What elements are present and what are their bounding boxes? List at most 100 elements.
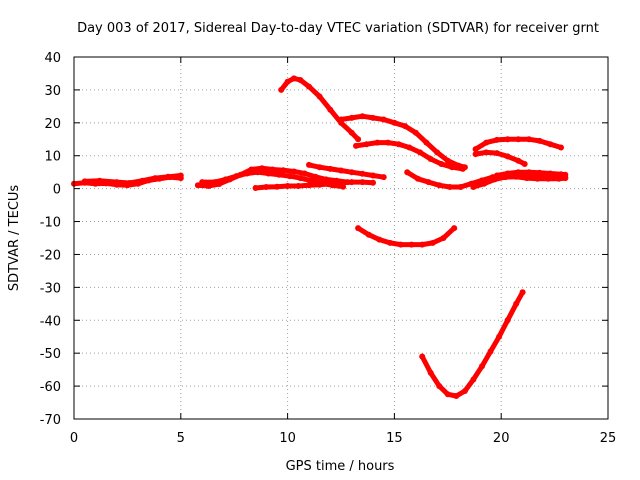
data-point: [515, 136, 522, 143]
data-point: [355, 136, 362, 143]
y-tick-labels: -70 -60 -50 -40 -30 -20 -10 0 10 20 30 40: [40, 51, 61, 428]
y-tick-label: -60: [40, 380, 61, 395]
data-point: [353, 142, 359, 149]
data-point: [504, 136, 511, 143]
data-point: [291, 168, 297, 175]
data-point: [457, 184, 464, 190]
data-point: [370, 172, 376, 179]
y-tick-label: -10: [40, 216, 61, 231]
data-point: [233, 173, 240, 180]
data-point: [139, 177, 146, 184]
data-point: [152, 175, 159, 182]
data-point: [555, 175, 562, 182]
data-point: [397, 241, 404, 248]
data-point: [562, 171, 569, 178]
data-point: [308, 177, 315, 184]
data-point: [385, 139, 391, 146]
data-point: [222, 176, 229, 183]
data-point: [269, 166, 276, 173]
chart-title: Day 003 of 2017, Sidereal Day-to-day VTE…: [77, 21, 599, 36]
data-point: [306, 83, 312, 90]
data-point: [446, 184, 453, 190]
data-point: [526, 136, 532, 143]
data-point: [284, 183, 291, 189]
data-point: [316, 164, 323, 171]
data-point: [515, 169, 522, 176]
data-point: [370, 114, 376, 121]
data-point: [481, 180, 488, 187]
data-point: [301, 170, 308, 177]
data-point: [278, 86, 285, 93]
data-point: [536, 169, 543, 176]
y-tick-label: 40: [44, 51, 61, 66]
data-point: [423, 139, 430, 146]
y-tick-label: 30: [44, 84, 61, 99]
data-point: [306, 182, 312, 189]
data-point: [297, 175, 304, 182]
data-point: [483, 149, 490, 156]
x-tick-label: 20: [493, 431, 510, 446]
data-point: [547, 141, 554, 148]
data-point: [113, 179, 120, 186]
y-tick-label: -20: [40, 248, 61, 263]
data-point: [126, 180, 133, 186]
data-point: [323, 176, 329, 183]
x-tick-label: 25: [600, 431, 617, 446]
data-point: [436, 182, 443, 189]
y-tick-label: 10: [44, 150, 61, 165]
data-point: [254, 169, 261, 176]
data-point: [306, 161, 312, 168]
data-point: [348, 114, 355, 121]
data-point: [295, 183, 302, 189]
data-point: [244, 170, 250, 177]
y-tick-label: 0: [53, 183, 61, 198]
data-point: [81, 178, 88, 185]
data-point: [297, 77, 304, 83]
data-point: [438, 161, 445, 167]
data-point: [547, 170, 554, 177]
data-point: [419, 241, 426, 248]
data-point: [451, 225, 458, 232]
data-point: [406, 144, 413, 151]
x-tick-label: 0: [70, 431, 78, 446]
data-point: [414, 175, 421, 182]
data-point: [515, 157, 522, 164]
data-point: [402, 123, 409, 130]
data-point: [444, 391, 451, 398]
data-point: [408, 241, 415, 248]
data-point: [359, 113, 366, 120]
data-point: [483, 139, 490, 146]
data-point: [487, 348, 494, 355]
data-point: [395, 141, 402, 148]
data-point: [427, 156, 434, 162]
data-point: [338, 167, 344, 174]
data-point: [534, 175, 541, 182]
data-point: [545, 175, 552, 182]
data-point: [96, 177, 103, 184]
data-point: [504, 317, 511, 324]
data-point: [380, 174, 387, 181]
data-point: [419, 353, 426, 360]
data-point: [165, 173, 171, 180]
plot-frame: [73, 56, 609, 420]
x-tick-labels: 0 5 10 15 20 25: [70, 431, 616, 446]
data-point: [199, 179, 206, 186]
data-series: [71, 75, 569, 399]
data-point: [284, 78, 291, 85]
data-point: [259, 165, 265, 172]
series-line-5: [253, 179, 376, 191]
data-point: [444, 157, 451, 164]
x-tick-label: 5: [177, 431, 185, 446]
data-point: [425, 179, 432, 186]
axis-ticks: [73, 56, 609, 420]
y-tick-label: -70: [40, 413, 61, 428]
data-point: [436, 383, 443, 390]
data-point: [391, 119, 398, 126]
x-axis-label: GPS time / hours: [286, 459, 395, 474]
data-point: [348, 129, 355, 136]
data-point: [338, 116, 344, 123]
data-point: [327, 165, 334, 172]
data-point: [453, 393, 460, 399]
data-point: [404, 169, 411, 176]
